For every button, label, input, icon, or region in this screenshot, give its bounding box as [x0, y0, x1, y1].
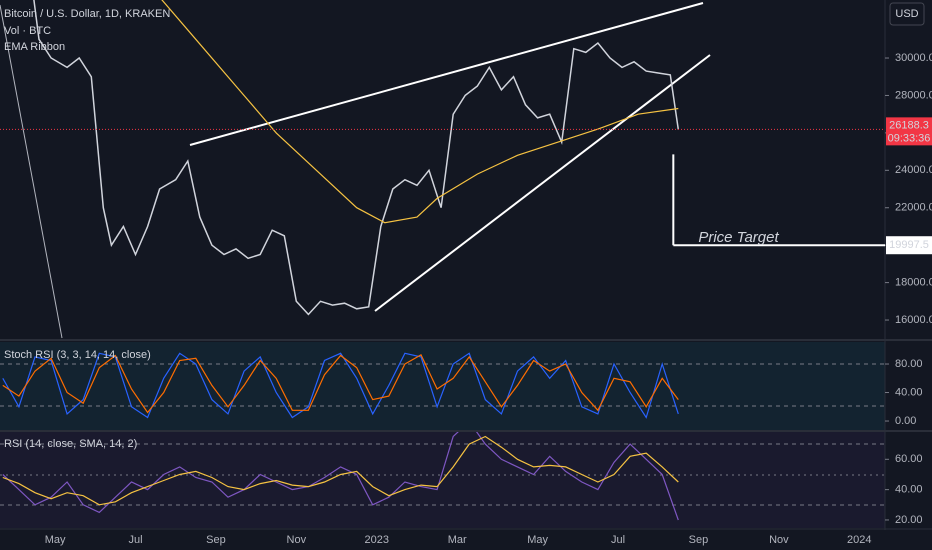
- y-tick-label: 0.00: [895, 415, 916, 427]
- currency-button[interactable]: [889, 2, 925, 26]
- x-tick-label: May: [527, 534, 548, 546]
- y-tick-label: 22000.0: [895, 202, 932, 214]
- y-tick-label: 60.00: [895, 453, 923, 465]
- x-tick-label: Sep: [689, 534, 709, 546]
- last-price-label: 26188.3: [889, 119, 929, 131]
- x-tick-label: May: [45, 534, 66, 546]
- trend-line: [374, 54, 711, 312]
- y-tick-label: 16000.0: [895, 314, 932, 326]
- indicator-label: Vol · BTC: [4, 25, 51, 37]
- y-tick-label: 30000.0: [895, 52, 932, 64]
- x-tick-label: Nov: [287, 534, 307, 546]
- target-text: Price Target: [698, 229, 779, 246]
- target-label: 19997.5: [889, 239, 929, 251]
- plot: [2, 352, 679, 419]
- pane-title: RSI (14, close, SMA, 14, 2): [4, 438, 137, 450]
- drawing-line: [0, 4, 63, 339]
- series-line: [33, 0, 680, 316]
- currency-label[interactable]: USD: [895, 8, 918, 20]
- countdown-label: 09:33:36: [888, 132, 931, 144]
- y-tick-label: 18000.0: [895, 277, 932, 289]
- y-tick-label: 28000.0: [895, 89, 932, 101]
- series-line: [2, 435, 679, 506]
- x-tick-label: Jul: [611, 534, 625, 546]
- x-tick-label: 2024: [847, 534, 871, 546]
- x-tick-label: Jul: [128, 534, 142, 546]
- y-tick-label: 80.00: [895, 358, 923, 370]
- trend-line: [189, 2, 704, 146]
- target-box: [886, 236, 932, 255]
- y-tick-label: 40.00: [895, 386, 923, 398]
- x-tick-label: Nov: [769, 534, 789, 546]
- series-line: [161, 0, 679, 224]
- indicator-label: EMA Ribbon: [4, 41, 65, 53]
- series-line: [2, 353, 679, 414]
- plot: [2, 432, 679, 521]
- series-line: [2, 432, 679, 521]
- x-tick-label: 2023: [365, 534, 389, 546]
- chart-title: Bitcoin / U.S. Dollar, 1D, KRAKEN: [4, 8, 170, 20]
- pane-title: Stoch RSI (3, 3, 14, 14, close): [4, 349, 151, 361]
- y-tick-label: 24000.0: [895, 164, 932, 176]
- y-tick-label: 40.00: [895, 484, 923, 496]
- last-price-box: [886, 117, 932, 146]
- plot: [33, 0, 680, 316]
- x-tick-label: Mar: [448, 534, 467, 546]
- x-tick-label: Sep: [206, 534, 226, 546]
- series-line: [2, 352, 679, 419]
- y-tick-label: 20.00: [895, 514, 923, 526]
